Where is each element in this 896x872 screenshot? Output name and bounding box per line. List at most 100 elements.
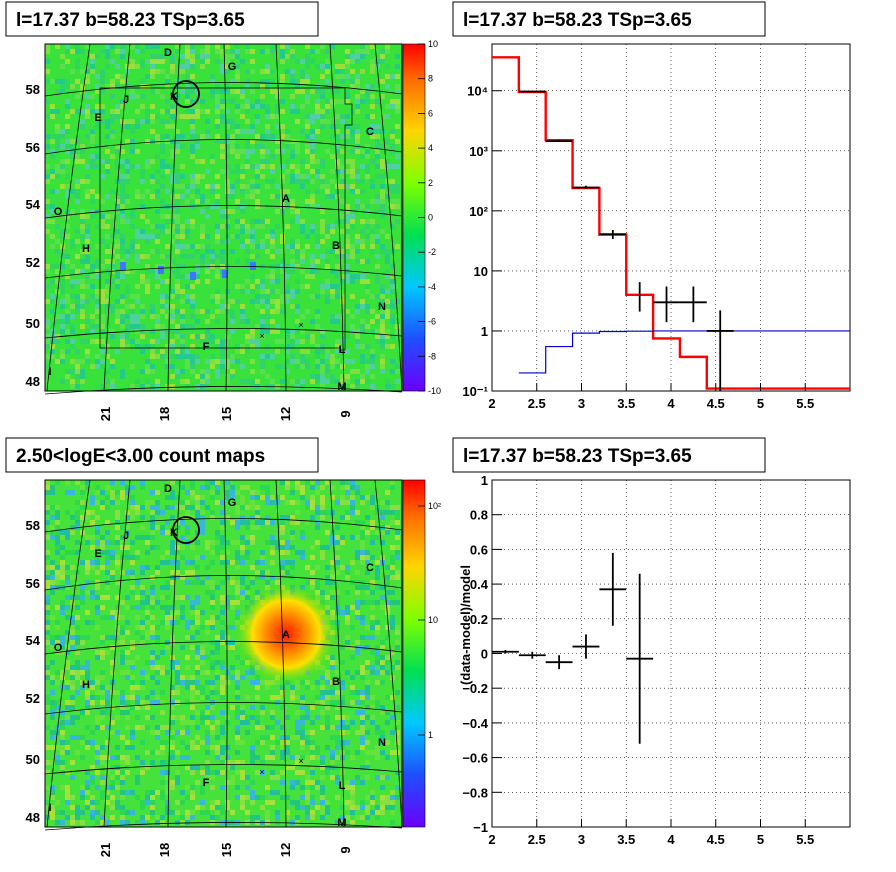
grid-meridian bbox=[275, 479, 287, 828]
y-tick-label: 0 bbox=[481, 647, 488, 662]
source-label-g: G bbox=[228, 61, 237, 73]
map-y-tick-label: 58 bbox=[26, 82, 40, 97]
x-tick-label: 4.5 bbox=[707, 832, 725, 847]
map-y-tick-label: 56 bbox=[26, 140, 40, 155]
map-y-tick-label: 50 bbox=[26, 752, 40, 767]
target-circle bbox=[172, 80, 200, 108]
colorbar-tick-label: 10² bbox=[428, 501, 441, 511]
x-tick-label: 3 bbox=[578, 396, 585, 411]
roi-outline bbox=[99, 87, 353, 351]
title-box-top-right: l=17.37 b=58.23 TSp=3.65 bbox=[452, 1, 766, 37]
source-label-a: A bbox=[282, 193, 290, 205]
map-y-tick-label: 48 bbox=[26, 810, 40, 825]
spectrum-data-point bbox=[572, 185, 600, 190]
map-y-tick-label: 52 bbox=[26, 691, 40, 706]
source-label-c: C bbox=[366, 126, 374, 138]
source-label-i: I bbox=[48, 802, 51, 814]
source-label-c: C bbox=[366, 562, 374, 574]
colorbar-tick-label: -2 bbox=[428, 247, 436, 257]
y-tick-label: 0.2 bbox=[470, 612, 488, 627]
spectrum-data-point bbox=[599, 229, 627, 239]
residual-data-point bbox=[518, 651, 546, 659]
y-tick-label: 10⁴ bbox=[467, 84, 488, 99]
source-label-n: N bbox=[378, 301, 386, 313]
residual-data-point bbox=[626, 573, 654, 744]
residual-data-point bbox=[572, 634, 600, 659]
colorbar-tick-label: -4 bbox=[428, 282, 436, 292]
grid-meridian bbox=[167, 479, 181, 828]
source-label-e: E bbox=[94, 112, 101, 124]
cross-marker: × bbox=[259, 767, 264, 777]
grid-parallel bbox=[44, 641, 403, 655]
source-label-d: D bbox=[164, 47, 172, 59]
source-label-f: F bbox=[203, 341, 210, 353]
grid-meridian bbox=[374, 479, 403, 828]
y-tick-label: 0.6 bbox=[470, 542, 488, 557]
grid-parallel bbox=[44, 82, 403, 97]
x-tick-label: 2.5 bbox=[528, 832, 546, 847]
source-label-m: M bbox=[337, 381, 346, 393]
title-box-bottom-left: 2.50<logE<3.00 count maps bbox=[5, 437, 319, 473]
map-x-tick-label: 15 bbox=[219, 843, 234, 857]
counts-map: D G J K E C A O H B N F L I M × × 21 18 15 12 9 58 56 54 52 50 48 bbox=[26, 479, 403, 857]
grid-meridian bbox=[275, 43, 287, 392]
map-x-tick-label: 12 bbox=[278, 407, 293, 421]
grid-parallel bbox=[44, 328, 403, 339]
residual-y-axis-label: (data-model)/model bbox=[458, 565, 473, 685]
title-top-left: l=17.37 b=58.23 TSp=3.65 bbox=[16, 10, 245, 31]
grid-meridian bbox=[167, 43, 181, 392]
residual-colorbar: 10 8 6 4 2 0 -2 -4 -6 -8 -10 bbox=[402, 39, 441, 396]
x-tick-label: 5 bbox=[757, 396, 764, 411]
colorbar-tick-label: 6 bbox=[428, 108, 433, 118]
grid-parallel bbox=[44, 518, 403, 533]
grid-meridian bbox=[329, 479, 345, 828]
source-label-h: H bbox=[82, 243, 90, 255]
x-tick-label: 5.5 bbox=[796, 832, 814, 847]
y-tick-label: −0.2 bbox=[462, 681, 488, 696]
title-top-right: l=17.37 b=58.23 TSp=3.65 bbox=[463, 10, 692, 31]
spectrum-data-point bbox=[706, 310, 734, 391]
source-label-d: D bbox=[164, 483, 172, 495]
map-x-tick-label: 18 bbox=[157, 407, 172, 421]
grid-meridian bbox=[103, 43, 131, 392]
grid-parallel bbox=[44, 822, 403, 831]
y-tick-label: −1 bbox=[473, 820, 488, 835]
title-bottom-right: l=17.37 b=58.23 TSp=3.65 bbox=[463, 446, 692, 467]
grid-meridian bbox=[46, 43, 91, 392]
map-y-tick-label: 54 bbox=[26, 633, 41, 648]
colorbar-tick-label: 10 bbox=[428, 615, 438, 625]
colorbar-tick-label: 0 bbox=[428, 213, 433, 223]
spectrum-data-point bbox=[653, 286, 680, 323]
y-tick-label: 10⁻¹ bbox=[462, 384, 488, 399]
source-label-f: F bbox=[203, 777, 210, 789]
map-x-tick-label: 21 bbox=[98, 407, 113, 421]
source-label-o: O bbox=[54, 642, 63, 654]
x-tick-label: 2.5 bbox=[528, 396, 546, 411]
grid-parallel bbox=[44, 386, 403, 395]
x-tick-label: 4 bbox=[667, 396, 675, 411]
x-tick-label: 5.5 bbox=[796, 396, 814, 411]
source-label-j: J bbox=[123, 530, 129, 542]
grid-parallel bbox=[44, 702, 403, 715]
source-a-hotspot bbox=[234, 582, 338, 686]
residual-data-point bbox=[545, 655, 573, 670]
title-box-top-left: l=17.37 b=58.23 TSp=3.65 bbox=[5, 1, 319, 37]
title-box-bottom-right: l=17.37 b=58.23 TSp=3.65 bbox=[452, 437, 766, 473]
x-tick-label: 3.5 bbox=[617, 396, 635, 411]
grid-meridian bbox=[374, 43, 403, 392]
source-label-k: K bbox=[170, 527, 178, 539]
colorbar-tick-label: -8 bbox=[428, 351, 436, 361]
source-label-o: O bbox=[54, 206, 63, 218]
grid-meridian bbox=[223, 479, 228, 828]
grid-meridian bbox=[46, 479, 91, 828]
colorbar-tick-label: 8 bbox=[428, 74, 433, 84]
spectrum-data-point bbox=[679, 286, 707, 323]
grid-meridian bbox=[329, 43, 345, 392]
x-tick-label: 3 bbox=[578, 832, 585, 847]
source-label-b: B bbox=[332, 676, 340, 688]
spectrum-step-series-1 bbox=[518, 330, 850, 374]
colorbar-tick-label: -6 bbox=[428, 317, 436, 327]
map-x-tick-label: 9 bbox=[338, 410, 353, 417]
source-label-m: M bbox=[337, 817, 346, 829]
y-tick-label: −0.4 bbox=[462, 716, 488, 731]
